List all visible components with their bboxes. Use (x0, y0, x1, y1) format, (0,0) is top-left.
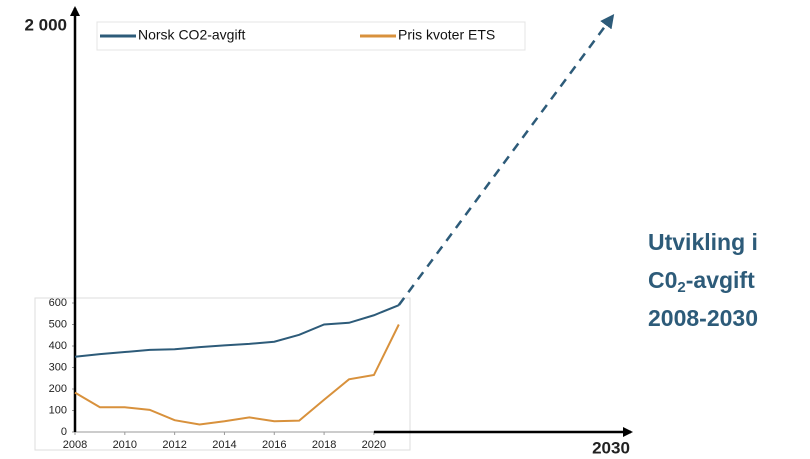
x-tick-label: 2018 (312, 439, 336, 451)
y-tick-label: 600 (49, 297, 67, 309)
annotation-line: C02-avgift (648, 267, 755, 296)
legend-label: Norsk CO2-avgift (138, 27, 245, 43)
x-tick-label: 2014 (212, 439, 236, 451)
annotation-part: -avgift (686, 267, 755, 293)
series-line (74, 304, 400, 358)
y-tick-label: 0 (61, 426, 67, 438)
outer-y-label: 2 000 (24, 15, 67, 34)
x-tick-label: 2016 (262, 439, 286, 451)
y-tick-label: 100 (49, 404, 67, 416)
series-line (74, 324, 400, 426)
annotation-subscript: 2 (677, 279, 685, 296)
y-tick-label: 200 (49, 383, 67, 395)
outer-x-label: 2030 (592, 438, 630, 457)
projection-line (397, 13, 615, 306)
y-tick-label: 400 (49, 340, 67, 352)
x-tick-label: 2008 (63, 439, 87, 451)
y-tick-label: 300 (49, 361, 67, 373)
annotation-line: 2008-2030 (648, 305, 758, 331)
x-tick-label: 2020 (362, 439, 386, 451)
legend-frame (96, 21, 526, 51)
annotation-part: C0 (648, 267, 677, 293)
y-tick-label: 500 (49, 318, 67, 330)
legend-label: Pris kvoter ETS (398, 27, 495, 43)
x-tick-label: 2010 (113, 439, 137, 451)
annotation-line: Utvikling i (648, 229, 758, 255)
x-tick-label: 2012 (162, 439, 186, 451)
